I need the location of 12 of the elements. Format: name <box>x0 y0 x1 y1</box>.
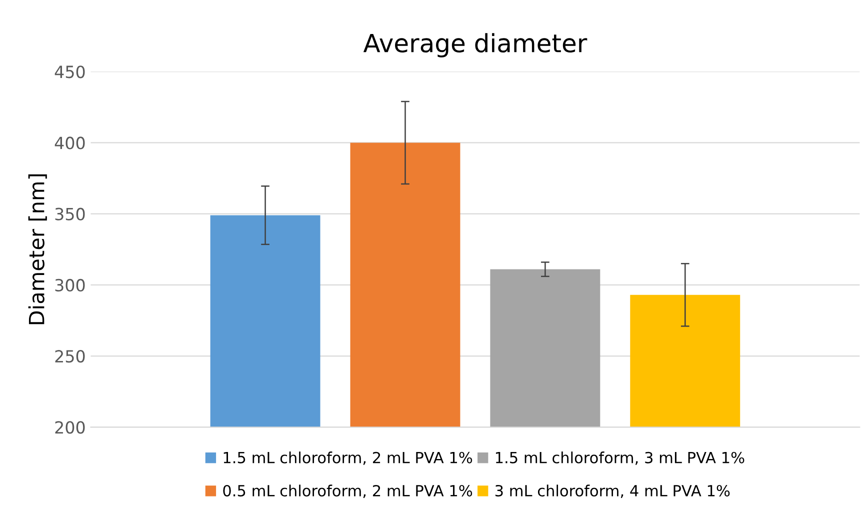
legend-label: 1.5 mL chloroform, 3 mL PVA 1% <box>496 452 744 465</box>
y-tick-label: 450 <box>54 66 85 78</box>
y-tick-label: 400 <box>54 136 85 150</box>
legend-label: 3 mL chloroform, 4 mL PVA 1% <box>495 484 730 498</box>
y-tick-label: 200 <box>55 421 85 434</box>
y-axis-title: Diameter [nm] <box>28 174 47 324</box>
y-tick-label: 300 <box>55 278 85 292</box>
y-tick-label: 350 <box>55 208 85 220</box>
y-tick-label: 250 <box>55 350 85 363</box>
chart-title: Average diameter <box>363 33 588 58</box>
legend-label: 1.5 mL chloroform, 2 mL PVA 1% <box>224 452 472 465</box>
legend-label: 0.5 mL chloroform, 2 mL PVA 1% <box>223 484 472 498</box>
